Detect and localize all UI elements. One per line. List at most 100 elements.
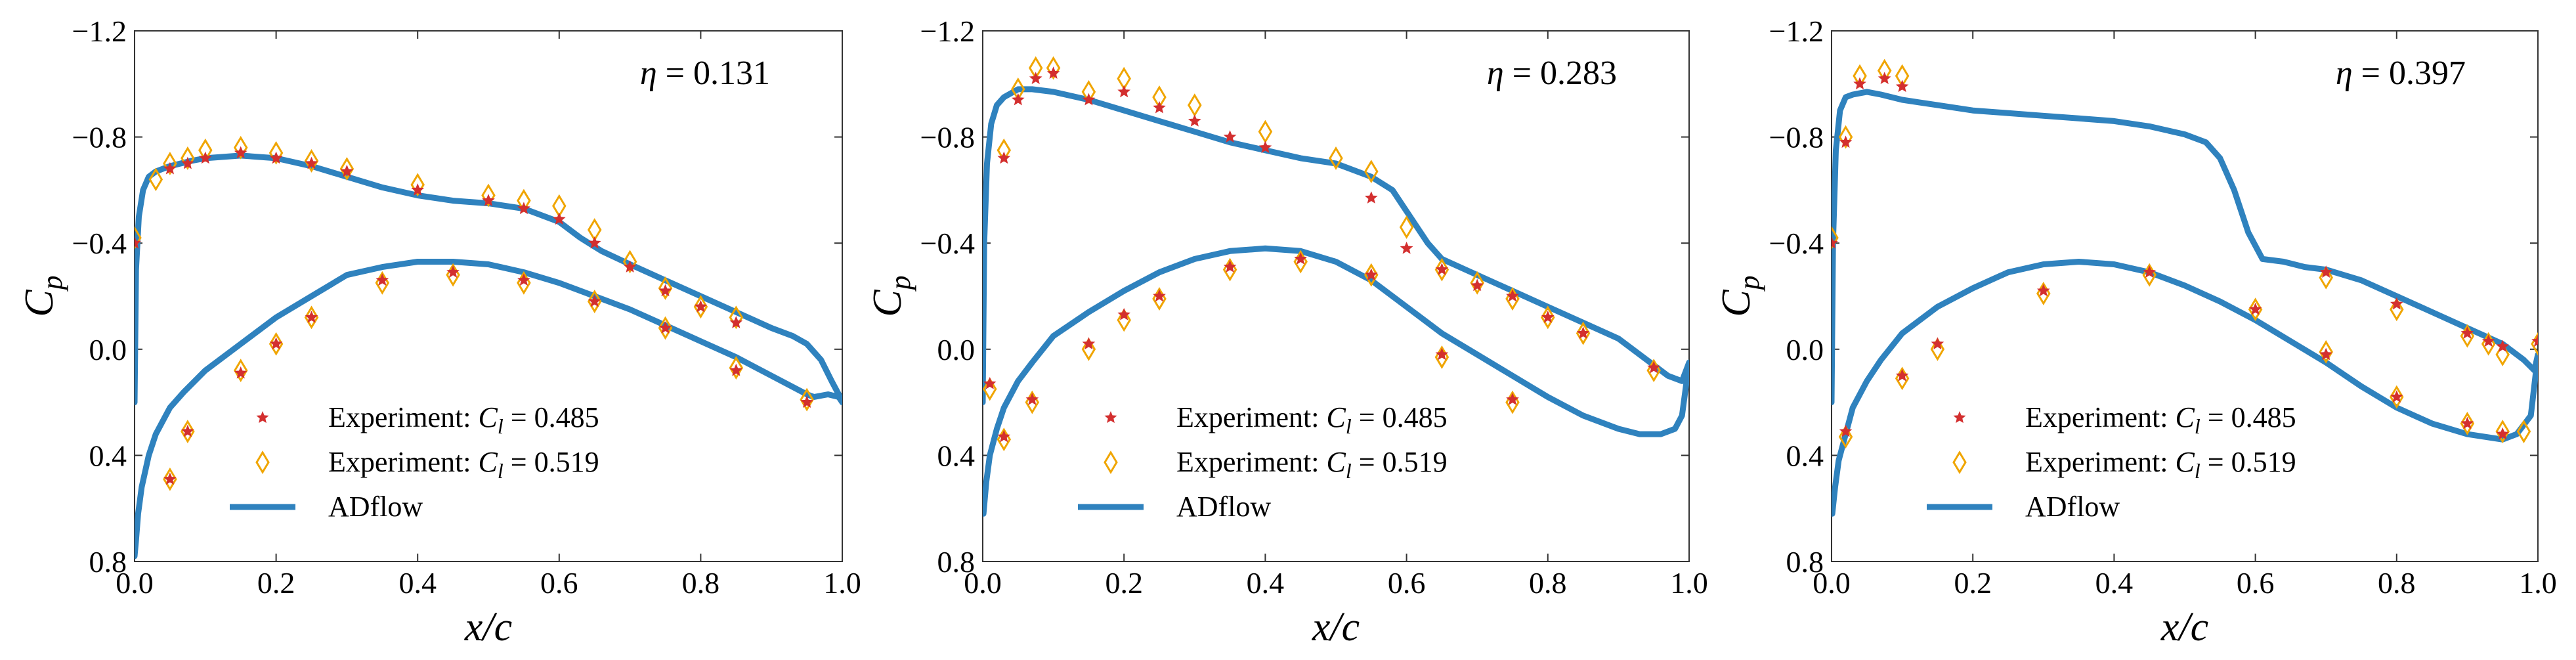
exp-519-point [339,157,354,181]
exp-485-point [1082,93,1096,106]
y-tick-label: −0.8 [72,121,127,154]
legend-star-marker [1953,411,1966,424]
y-tick-label: −0.8 [1769,121,1824,154]
adflow-cp-curve [983,86,1689,517]
exp-485-point [1470,278,1484,292]
y-tick-label: −1.2 [1769,14,1824,48]
exp-519-point [2495,342,2510,366]
x-tick-label: 0.2 [1954,566,1992,600]
exp-519-point [1838,125,1853,149]
exp-485-point [1364,191,1378,204]
exp-485-point [1117,85,1131,98]
exp-519-point [1364,160,1379,184]
exp-485-point [517,202,530,215]
y-tick-label: 0.8 [937,545,976,579]
exp-485-point [446,265,460,278]
exp-519-point [2390,385,2404,409]
exp-485-point [517,273,530,286]
exp-485-point [2248,302,2262,315]
exp-485-point [1506,393,1519,405]
exp-519-point [2460,412,2475,435]
exp-485-point [2390,297,2403,310]
exp-519-point [800,387,814,412]
exp-519-point [233,359,248,383]
exp-485-point [198,151,212,164]
exp-485-point [1223,260,1237,273]
exp-485-point [1878,72,1891,85]
exp-485-point [1025,393,1039,405]
exp-485-point [1832,236,1838,249]
exp-485-point [181,156,194,169]
exp-519-point [1470,271,1484,295]
legend: Experiment: Cl = 0.485 Experiment: Cl = 0… [1078,401,1448,523]
exp-519-point [1930,337,1945,361]
x-tick-label: 0.6 [2237,566,2275,600]
exp-485-point [482,194,495,206]
exp-485-point [269,337,283,350]
x-tick-label: 0.4 [1247,566,1285,600]
exp-519-point [693,295,708,319]
x-tick-label: 0.4 [398,566,437,600]
exp-485-point [1435,347,1449,361]
exp-485-point [623,260,637,273]
exp-485-point [1576,326,1590,339]
y-tick-label: −1.2 [72,14,127,48]
y-tick-label: −0.4 [72,227,127,260]
x-tick-label: 1.0 [1670,566,1708,600]
exp-519-point [1329,146,1343,170]
legend-star-marker [256,411,269,424]
y-tick-label: 0.8 [1786,545,1824,579]
exp-519-point [1258,120,1273,144]
exp-519-point [148,167,163,192]
exp-485-point [2319,265,2333,278]
x-tick-label: 0.8 [2378,566,2416,600]
exp-485-point [658,321,672,334]
x-tick-label: 0.0 [964,566,1002,600]
y-tick-label: −1.2 [920,14,975,48]
exp-485-point [340,164,354,177]
y-tick-label: 0.8 [89,545,127,579]
y-axis-label: Cp [17,275,68,317]
legend-label: ADflow [328,491,423,523]
exp-519-point [587,290,602,313]
plot-frame [982,30,1690,562]
exp-485-point [2496,427,2510,440]
exp-519-point [1364,263,1379,287]
exp-485-point [1188,114,1201,127]
exp-519-point [2495,420,2510,443]
exp-519-point [729,356,744,380]
legend: Experiment: Cl = 0.485 Experiment: Cl = 0… [1927,401,2296,523]
legend-label: Experiment: Cl = 0.485 [328,401,599,438]
exp-485-point [181,424,194,437]
exp-519-point [2516,420,2531,443]
x-tick-label: 0.8 [682,566,720,600]
x-tick-label: 1.0 [2519,566,2557,600]
exp-485-point [552,212,566,225]
x-tick-label: 0.2 [1105,566,1143,600]
exp-519-point [658,276,673,300]
exp-485-point [163,162,177,175]
exp-485-point [2460,326,2474,339]
y-tick-label: 0.0 [1786,333,1824,366]
exp-485-point [234,366,247,379]
legend: Experiment: Cl = 0.485 Experiment: Cl = 0… [230,401,599,523]
legend-diamond-marker [255,451,270,474]
exp-519-point [410,173,425,197]
exp-485-point [1117,308,1131,320]
exp-485-point [729,316,743,328]
exp-485-point [163,472,177,485]
legend-label: Experiment: Cl = 0.519 [2025,446,2296,483]
exp-485-point [1364,268,1378,281]
exp-485-point [1931,337,1944,350]
legend-label: Experiment: Cl = 0.519 [1176,446,1448,483]
exp-485-point [2390,390,2403,403]
exp-519-point [163,467,177,491]
exp-485-point [1258,141,1272,154]
exp-485-point [1400,242,1413,254]
exp-485-point [1839,424,1853,437]
exp-519-point [481,183,496,208]
y-tick-label: 0.4 [89,439,127,472]
exp-485-point [729,363,743,376]
exp-519-point [304,149,319,173]
